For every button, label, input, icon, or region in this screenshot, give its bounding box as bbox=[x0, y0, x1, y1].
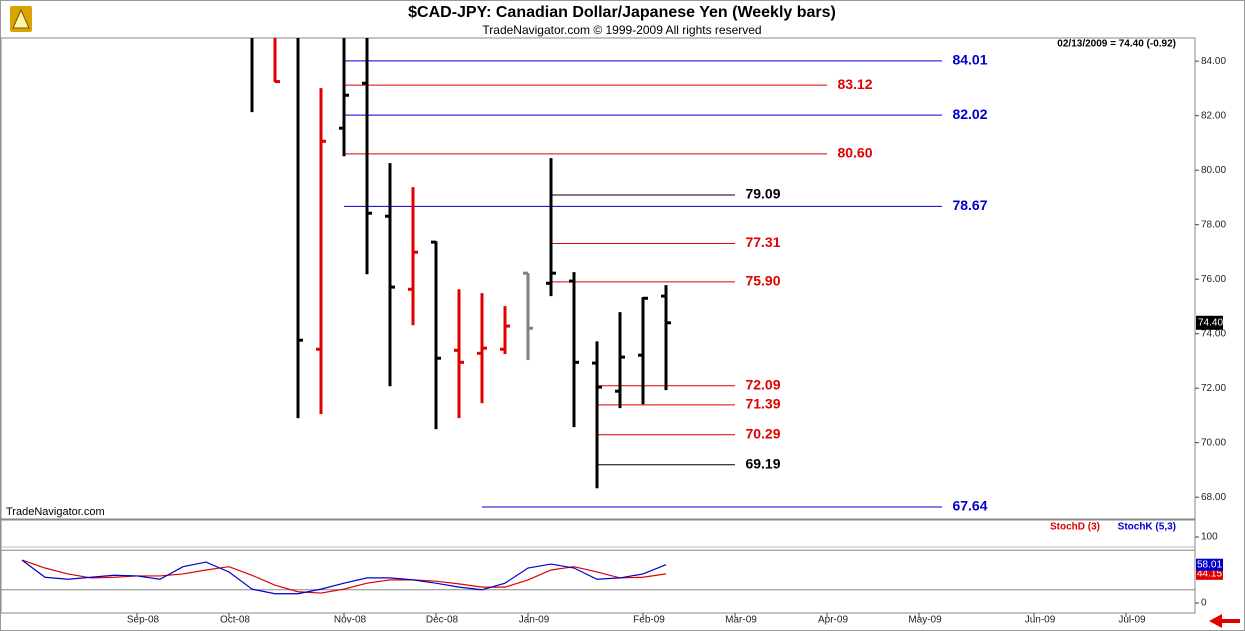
y-tick-label: 70.00 bbox=[1201, 437, 1226, 448]
x-tick-label: May-09 bbox=[908, 615, 942, 626]
level-label: 72.09 bbox=[745, 376, 780, 392]
x-tick-label: Jun-09 bbox=[1025, 615, 1056, 626]
level-label: 80.60 bbox=[837, 145, 872, 161]
chart-subtitle: TradeNavigator.com © 1999-2009 All right… bbox=[482, 23, 761, 37]
x-tick-label: Apr-09 bbox=[818, 615, 848, 626]
level-label: 78.67 bbox=[952, 197, 987, 213]
scroll-arrow[interactable] bbox=[1209, 614, 1240, 628]
y-tick-label: 74.00 bbox=[1201, 328, 1226, 339]
stoch-line bbox=[21, 559, 667, 594]
level-label: 75.90 bbox=[745, 273, 780, 289]
y-tick-label: 76.00 bbox=[1201, 274, 1226, 285]
price-info: 02/13/2009 = 74.40 (-0.92) bbox=[1057, 39, 1176, 50]
overlay: 68.00 70.00 72.00 74.00 76.00 78.00 80.00 82.00… bbox=[127, 52, 1227, 626]
y-tick-label: 82.00 bbox=[1201, 110, 1226, 121]
watermark: TradeNavigator.com bbox=[6, 506, 105, 518]
y-tick-label: 72.00 bbox=[1201, 383, 1226, 394]
x-tick-label: Dec-08 bbox=[426, 615, 459, 626]
x-tick-label: Feb-09 bbox=[633, 615, 665, 626]
level-label: 77.31 bbox=[745, 234, 780, 250]
y-tick-label: 84.00 bbox=[1201, 56, 1226, 67]
stoch-panel bbox=[0, 519, 1196, 614]
level-label: 70.29 bbox=[745, 425, 780, 441]
level-label: 69.19 bbox=[745, 455, 780, 471]
x-tick-label: Jul-09 bbox=[1118, 615, 1146, 626]
x-tick-label: Oct-08 bbox=[220, 615, 250, 626]
legend-entry: StochK (5,3) bbox=[1118, 522, 1176, 533]
stoch-line bbox=[21, 559, 667, 595]
main-panel bbox=[0, 37, 1196, 520]
y-tick-label: 80.00 bbox=[1201, 165, 1226, 176]
value-tag-bg bbox=[1196, 558, 1223, 571]
value-tag-bg bbox=[1196, 567, 1223, 580]
y-tick-label: 0 bbox=[1201, 598, 1207, 609]
level-label: 67.64 bbox=[952, 498, 987, 514]
level-label: 71.39 bbox=[745, 396, 780, 412]
x-tick-label: Jan-09 bbox=[519, 615, 550, 626]
value-tag: 58.01 bbox=[1197, 559, 1222, 570]
y-tick-label: 68.00 bbox=[1201, 492, 1226, 503]
level-label: 79.09 bbox=[745, 186, 780, 202]
level-label: 82.02 bbox=[952, 106, 987, 122]
legend-entry: StochD (3) bbox=[1050, 522, 1100, 533]
x-tick-label: Nov-08 bbox=[334, 615, 367, 626]
x-tick-label: Sep-08 bbox=[127, 615, 160, 626]
level-label: 83.12 bbox=[837, 76, 872, 92]
price-plot bbox=[250, 38, 942, 508]
x-tick-label: Mar-09 bbox=[725, 615, 757, 626]
stoch-plot bbox=[1, 549, 1195, 595]
value-tag: 44.15 bbox=[1197, 568, 1222, 579]
level-label: 84.01 bbox=[952, 52, 987, 68]
price-tag: 74.40 bbox=[1198, 317, 1223, 328]
chart-title: $CAD-JPY: Canadian Dollar/Japanese Yen (… bbox=[408, 4, 836, 21]
y-tick-label: 78.00 bbox=[1201, 219, 1226, 230]
logo bbox=[10, 6, 32, 32]
price-tag-bg bbox=[1196, 315, 1223, 330]
y-tick-label: 100 bbox=[1201, 532, 1218, 543]
